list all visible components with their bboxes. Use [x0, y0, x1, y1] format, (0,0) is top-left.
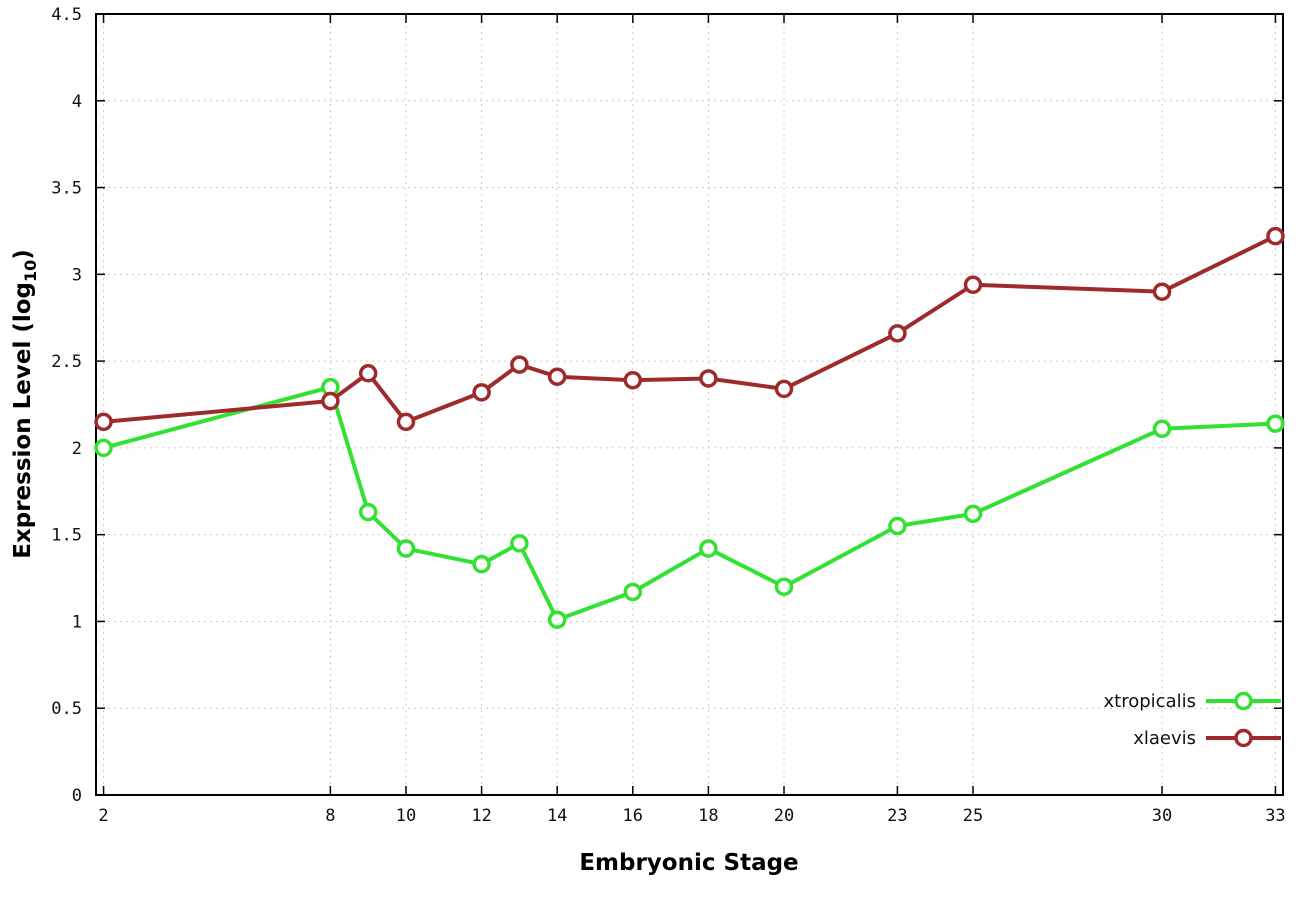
data-point-xtropicalis	[888, 516, 907, 536]
y-tick-label: 0.5	[51, 699, 82, 719]
data-point-xtropicalis	[358, 502, 378, 522]
legend-sample-marker-xtropicalis	[1234, 691, 1253, 711]
x-tick-label: 14	[547, 806, 567, 826]
data-point-xtropicalis	[1152, 419, 1172, 439]
legend-label-xtropicalis: xtropicalis	[1104, 691, 1196, 712]
y-axis-title-subscript: 10	[21, 260, 40, 282]
data-point-xlaevis	[699, 369, 718, 388]
data-point-xtropicalis	[774, 577, 794, 596]
data-point-xtropicalis	[547, 610, 567, 629]
data-point-xlaevis	[321, 391, 340, 411]
x-tick-label: 12	[471, 806, 491, 826]
x-tick-label: 25	[963, 806, 983, 826]
y-tick-label: 2.5	[51, 352, 82, 372]
legend-label-xlaevis: xlaevis	[1133, 728, 1196, 749]
x-tick-label: 18	[698, 806, 718, 826]
data-point-xlaevis	[623, 370, 643, 390]
data-point-xlaevis	[358, 364, 378, 383]
x-tick-label: 10	[396, 806, 416, 826]
y-axis-title-close: )	[10, 249, 36, 260]
data-point-xtropicalis	[623, 582, 643, 602]
x-tick-label: 16	[623, 806, 643, 826]
x-tick-label: 2	[98, 806, 108, 826]
y-tick-label: 0	[72, 786, 82, 806]
data-point-xlaevis	[472, 383, 491, 402]
data-point-xtropicalis	[510, 534, 529, 553]
y-tick-label: 4	[72, 92, 82, 112]
data-point-xlaevis	[510, 355, 529, 374]
data-point-xtropicalis	[94, 438, 113, 458]
x-tick-label: 20	[774, 806, 794, 826]
y-tick-label: 3.5	[51, 179, 82, 199]
data-point-xlaevis	[547, 367, 567, 386]
y-tick-label: 1.5	[51, 526, 82, 546]
data-point-xlaevis	[888, 324, 907, 343]
y-tick-label: 2	[72, 439, 82, 459]
x-axis-title: Embryonic Stage	[579, 850, 798, 876]
x-tick-label: 33	[1265, 806, 1285, 826]
data-point-xlaevis	[1152, 282, 1172, 301]
data-point-xtropicalis	[1266, 414, 1285, 433]
data-point-xlaevis	[1266, 226, 1285, 246]
data-point-xlaevis	[94, 412, 113, 432]
x-tick-label: 30	[1152, 806, 1172, 826]
x-tick-label: 8	[325, 806, 335, 826]
legend-sample-marker-xlaevis	[1234, 728, 1253, 748]
axis-border	[95, 13, 1284, 796]
y-tick-label: 3	[72, 265, 82, 285]
data-point-xtropicalis	[396, 539, 416, 558]
data-point-xlaevis	[774, 379, 794, 399]
y-axis-title-main: Expression Level (log	[10, 282, 36, 559]
y-axis-title: Expression Level (log10)	[10, 249, 40, 559]
series-line-xlaevis	[101, 234, 1278, 424]
data-point-xtropicalis	[472, 554, 491, 574]
data-point-xlaevis	[396, 412, 416, 432]
x-tick-label: 23	[887, 806, 907, 826]
y-tick-label: 4.5	[51, 5, 82, 25]
data-point-xtropicalis	[699, 539, 718, 558]
plot-area: 2 8 10 12 14 16 18 20 23 25 30 33 0 0.5 1 1.5 2 2.5 3 3.5 4 4…	[51, 5, 1285, 826]
data-point-xtropicalis	[963, 504, 983, 524]
data-point-xlaevis	[963, 275, 983, 294]
y-tick-label: 1	[72, 612, 82, 632]
series-line-xtropicalis	[101, 385, 1278, 622]
